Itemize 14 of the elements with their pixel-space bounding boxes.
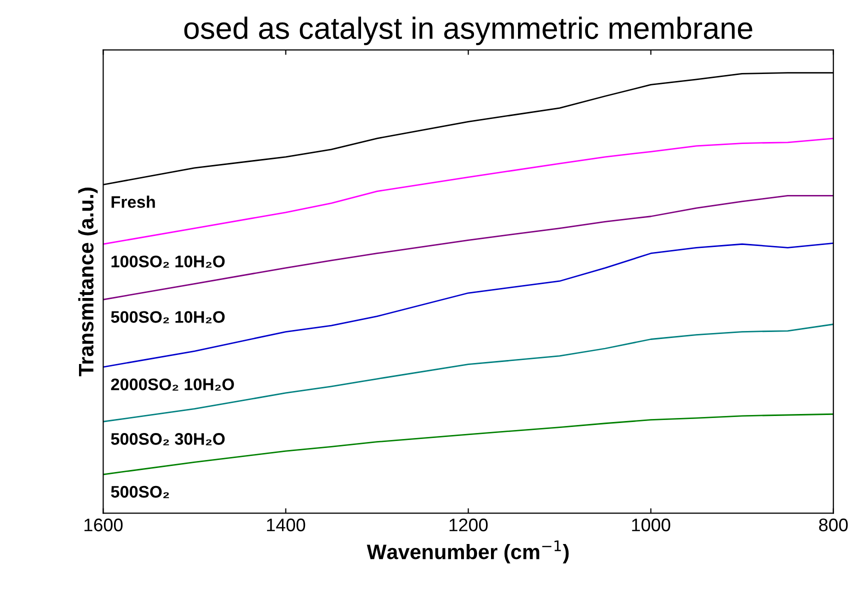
x-axis-title: Wavenumber (cm$^{−1}$) — [366, 540, 569, 564]
y-axis-title: Transmitance (a.u.) — [78, 188, 98, 376]
x-tick-label: 1400 — [267, 518, 306, 532]
x-tick-label: 1600 — [84, 518, 123, 532]
series-label: 500SO₂ — [111, 486, 169, 498]
series-label: 500SO₂ 30H₂O — [111, 433, 225, 446]
series-label: 100SO₂ 10H₂O — [112, 256, 225, 268]
series-label: 500SO₂ 10H₂O — [111, 311, 225, 324]
x-tick-label: 1000 — [632, 518, 670, 532]
series-label: Fresh — [112, 196, 155, 208]
x-tick-label: 1200 — [450, 518, 488, 532]
x-tick-label: 800 — [819, 518, 848, 532]
series-label: 2000SO₂ 10H₂O — [111, 378, 234, 391]
chart-title: osed as catalyst in asymmetric membrane — [184, 16, 752, 46]
